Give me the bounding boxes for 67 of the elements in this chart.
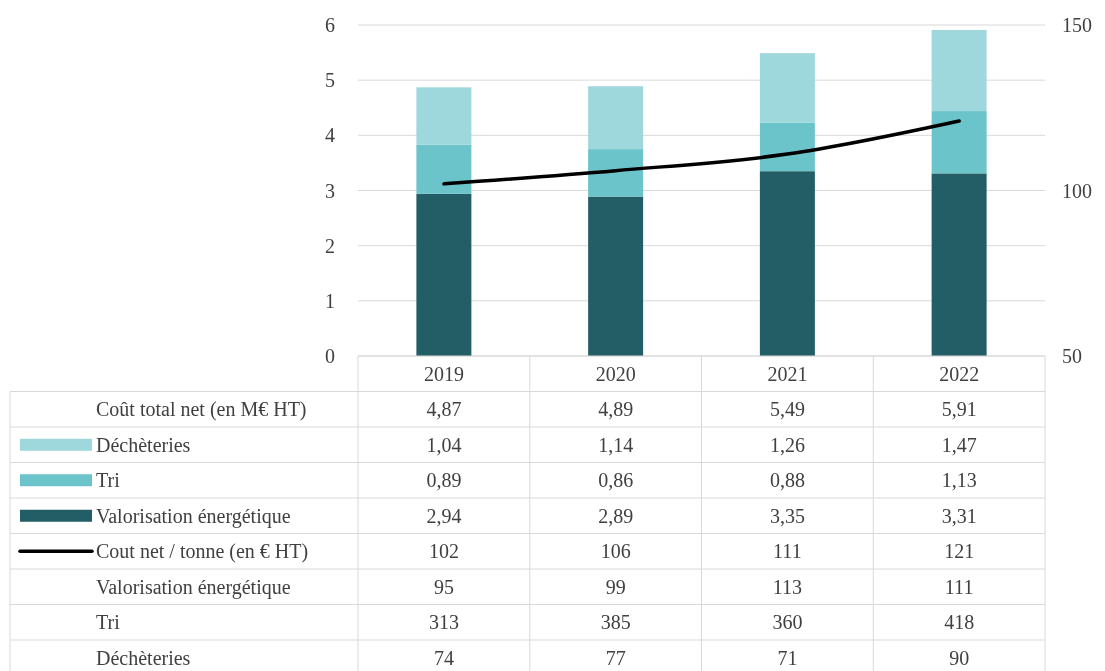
legend-label: Cout net / tonne (en € HT) — [96, 540, 309, 564]
text: 90 — [949, 646, 970, 669]
text: Coût total net (en M€ HT) — [96, 398, 307, 422]
y-tick-label: 0 — [325, 345, 335, 367]
text: Déchèteries — [96, 646, 191, 669]
bar — [931, 173, 987, 356]
text: 95 — [433, 575, 454, 598]
bar — [588, 86, 644, 150]
bar — [931, 111, 987, 174]
text: 113 — [772, 575, 803, 598]
y-tick-label: 4 — [325, 124, 335, 147]
bar — [416, 87, 472, 145]
y-tick-label: 6 — [325, 14, 335, 36]
data-label: 121 — [944, 540, 975, 563]
legend-label: Valorisation énergétique — [96, 504, 291, 528]
data-label: 106 — [600, 540, 631, 563]
data-label: 1,14 — [598, 433, 634, 456]
bar — [416, 144, 472, 194]
x-tick-label: 2019 — [423, 362, 464, 385]
text: 99 — [605, 575, 626, 598]
data-label: 1,04 — [426, 433, 462, 456]
total-label: 4,89 — [598, 398, 634, 421]
y2-tick-label: 100 — [1062, 179, 1092, 202]
text: 111 — [944, 575, 974, 598]
y-tick-label: 1 — [325, 289, 335, 312]
text: 360 — [772, 611, 803, 634]
bar — [759, 171, 815, 356]
text: 77 — [605, 646, 626, 669]
data-label: 2,89 — [598, 504, 634, 527]
y-tick-label: 3 — [325, 179, 335, 202]
y-tick-label: 2 — [325, 234, 335, 257]
x-tick-label: 2021 — [767, 362, 808, 385]
bar — [759, 53, 815, 123]
data-label: 1,26 — [769, 433, 805, 456]
data-label: 0,88 — [769, 469, 805, 492]
x-tick-label: 2020 — [595, 362, 636, 385]
text: 385 — [600, 611, 631, 634]
data-label: 0,89 — [426, 469, 462, 492]
data-label: 2,94 — [426, 504, 462, 527]
data-label: 111 — [773, 540, 802, 563]
x-tick-label: 2022 — [939, 362, 980, 385]
data-label: 1,47 — [941, 433, 977, 456]
data-label: 102 — [428, 540, 459, 563]
text: 313 — [428, 611, 459, 634]
data-label: 1,13 — [941, 469, 977, 492]
bar — [759, 122, 815, 172]
data-label: 3,35 — [769, 504, 805, 527]
text: Tri — [96, 611, 121, 634]
total-label: 4,87 — [426, 398, 462, 421]
text: 74 — [433, 646, 454, 669]
y-tick-label: 5 — [325, 69, 335, 92]
total-label: 5,91 — [941, 398, 977, 421]
bar — [416, 193, 472, 356]
data-label: 0,86 — [598, 469, 634, 492]
text: 418 — [944, 611, 975, 634]
line-series — [442, 119, 961, 186]
text: 71 — [777, 646, 798, 669]
text: Valorisation énergétique — [96, 575, 291, 599]
legend-label: Déchèteries — [96, 433, 191, 456]
bar — [588, 196, 644, 356]
bar — [588, 149, 644, 197]
y2-tick-label: 50 — [1062, 345, 1082, 367]
data-label: 3,31 — [941, 504, 977, 527]
total-label: 5,49 — [769, 398, 805, 421]
legend-label: Tri — [96, 469, 121, 492]
y2-tick-label: 150 — [1062, 14, 1092, 36]
bar — [931, 29, 987, 112]
